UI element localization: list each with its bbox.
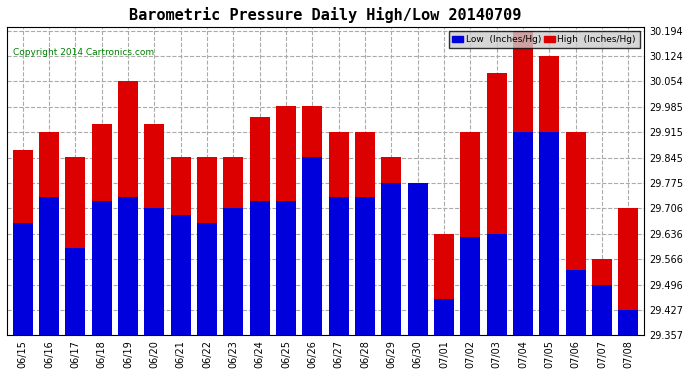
Bar [434, 234, 454, 335]
Bar [144, 208, 164, 335]
Bar [408, 183, 428, 335]
Bar [513, 30, 533, 335]
Legend: Low  (Inches/Hg), High  (Inches/Hg): Low (Inches/Hg), High (Inches/Hg) [448, 32, 640, 48]
Bar [197, 223, 217, 335]
Bar [328, 197, 348, 335]
Title: Barometric Pressure Daily High/Low 20140709: Barometric Pressure Daily High/Low 20140… [129, 7, 522, 23]
Bar [276, 106, 296, 335]
Bar [513, 132, 533, 335]
Bar [355, 197, 375, 335]
Bar [434, 299, 454, 335]
Bar [486, 74, 506, 335]
Text: Copyright 2014 Cartronics.com: Copyright 2014 Cartronics.com [13, 48, 155, 57]
Bar [382, 183, 402, 335]
Bar [566, 132, 586, 335]
Bar [92, 201, 112, 335]
Bar [592, 259, 612, 335]
Bar [250, 117, 270, 335]
Bar [118, 81, 138, 335]
Bar [224, 157, 244, 335]
Bar [382, 157, 402, 335]
Bar [486, 234, 506, 335]
Bar [66, 157, 86, 335]
Bar [12, 150, 32, 335]
Bar [566, 270, 586, 335]
Bar [170, 216, 190, 335]
Bar [39, 132, 59, 335]
Bar [618, 310, 638, 335]
Bar [592, 285, 612, 335]
Bar [408, 183, 428, 335]
Bar [118, 197, 138, 335]
Bar [302, 106, 322, 335]
Bar [540, 132, 560, 335]
Bar [12, 223, 32, 335]
Bar [328, 132, 348, 335]
Bar [39, 197, 59, 335]
Bar [66, 248, 86, 335]
Bar [250, 201, 270, 335]
Bar [540, 56, 560, 335]
Bar [170, 157, 190, 335]
Bar [355, 132, 375, 335]
Bar [460, 132, 480, 335]
Bar [276, 201, 296, 335]
Bar [302, 157, 322, 335]
Bar [197, 157, 217, 335]
Bar [460, 237, 480, 335]
Bar [224, 208, 244, 335]
Bar [144, 124, 164, 335]
Bar [92, 124, 112, 335]
Bar [618, 208, 638, 335]
